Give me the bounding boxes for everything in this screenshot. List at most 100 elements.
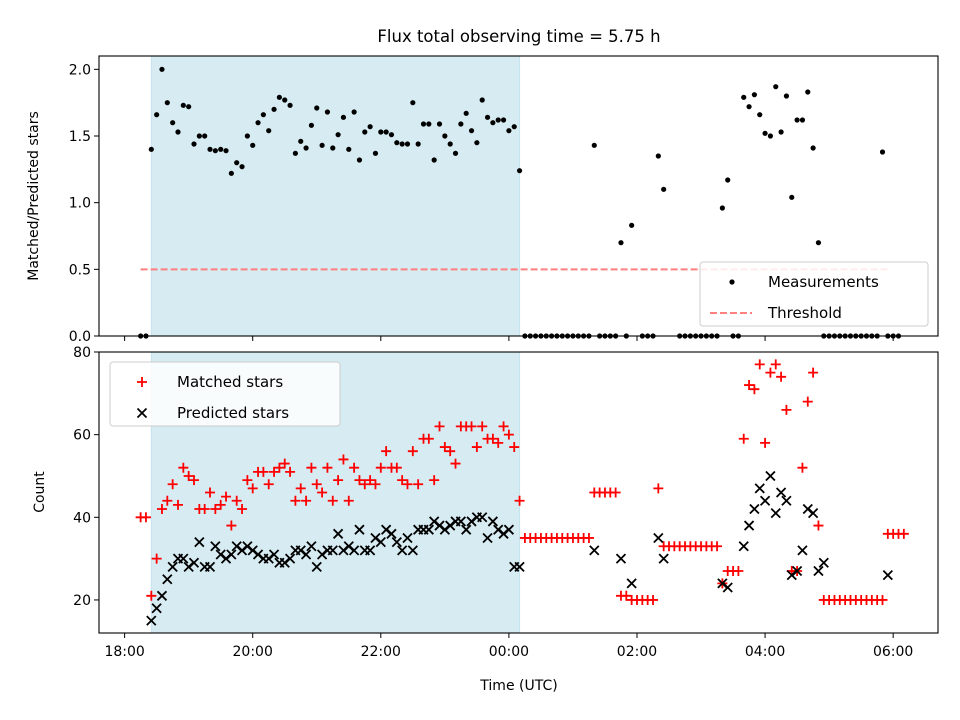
data-point [285, 466, 296, 477]
data-point [189, 475, 200, 486]
data-point [231, 495, 242, 506]
data-point [391, 462, 402, 473]
data-point [162, 495, 173, 506]
data-point [591, 142, 597, 148]
data-point [140, 512, 151, 523]
data-point [436, 121, 443, 127]
data-point [815, 240, 822, 246]
data-point [402, 479, 413, 490]
data-point [317, 487, 328, 498]
data-point [744, 380, 755, 391]
data-point [452, 150, 459, 156]
data-point [722, 582, 733, 593]
data-point [754, 359, 765, 370]
x-tick-label: 06:00 [873, 644, 913, 660]
data-point [653, 483, 664, 494]
data-point [301, 495, 312, 506]
data-point [359, 479, 370, 490]
data-point [175, 129, 181, 135]
data-point [506, 128, 512, 134]
data-point [154, 112, 160, 118]
data-point [458, 121, 464, 127]
data-point [653, 532, 664, 544]
data-point [364, 545, 376, 556]
data-point [351, 109, 357, 115]
data-point [802, 396, 813, 407]
data-point [258, 466, 269, 477]
data-point [877, 594, 888, 605]
data-point [212, 148, 218, 154]
y-tick-label: 2.0 [69, 62, 91, 78]
data-point [500, 117, 507, 123]
data-point [402, 532, 413, 544]
data-point [490, 120, 496, 126]
data-point [423, 433, 434, 444]
data-point [191, 141, 197, 147]
data-point [239, 164, 245, 170]
data-point [207, 146, 213, 152]
data-point [629, 222, 635, 228]
y-tick-label: 0.5 [69, 262, 91, 278]
data-point [260, 112, 266, 118]
data-point [770, 359, 781, 370]
y-tick-label: 40 [73, 510, 91, 526]
data-point [439, 442, 450, 453]
data-point [733, 566, 744, 577]
data-point [223, 148, 229, 154]
data-point [183, 470, 194, 481]
data-point [808, 367, 819, 378]
legend-label: Matched stars [177, 373, 283, 391]
data-point [282, 97, 288, 103]
data-point [407, 446, 418, 457]
y-tick-label: 20 [73, 593, 91, 609]
y-axis-label-bottom: Count [32, 471, 48, 513]
data-point [226, 520, 237, 531]
data-point [626, 578, 637, 589]
data-point [484, 114, 491, 120]
legend: Matched stars Predicted stars [109, 361, 341, 427]
data-point [370, 479, 381, 490]
data-point [372, 150, 379, 156]
data-point [757, 112, 763, 118]
data-point [429, 475, 440, 486]
data-point [466, 421, 477, 432]
data-point [322, 462, 333, 473]
data-point [156, 504, 167, 515]
data-point [172, 499, 183, 510]
data-point [397, 545, 408, 556]
data-point [362, 129, 368, 135]
y-tick-label: 1.5 [69, 129, 91, 145]
data-point [882, 570, 893, 581]
data-point [194, 536, 205, 548]
data-point [767, 133, 774, 139]
x-tick-label: 02:00 [617, 644, 657, 660]
data-point [509, 442, 520, 453]
data-point [775, 487, 787, 498]
data-point [431, 157, 437, 163]
data-point [738, 433, 749, 444]
data-point [589, 545, 600, 556]
data-point [178, 462, 189, 473]
data-point [215, 499, 226, 510]
data-point [263, 479, 274, 490]
data-point [311, 479, 322, 490]
data-point [487, 516, 499, 527]
data-point [151, 603, 162, 614]
data-point [776, 371, 787, 382]
data-point [647, 594, 658, 605]
data-point [807, 508, 819, 519]
data-point [482, 532, 493, 544]
data-point [148, 146, 154, 152]
data-point [303, 145, 309, 151]
data-point [759, 495, 771, 506]
data-point [447, 141, 453, 147]
data-point [813, 520, 824, 531]
data-point [423, 524, 434, 535]
data-point [503, 429, 514, 440]
data-point [378, 129, 384, 135]
data-point [770, 508, 781, 519]
data-point [196, 133, 202, 139]
data-point [146, 615, 157, 626]
data-point [749, 503, 760, 515]
data-point [805, 89, 811, 95]
